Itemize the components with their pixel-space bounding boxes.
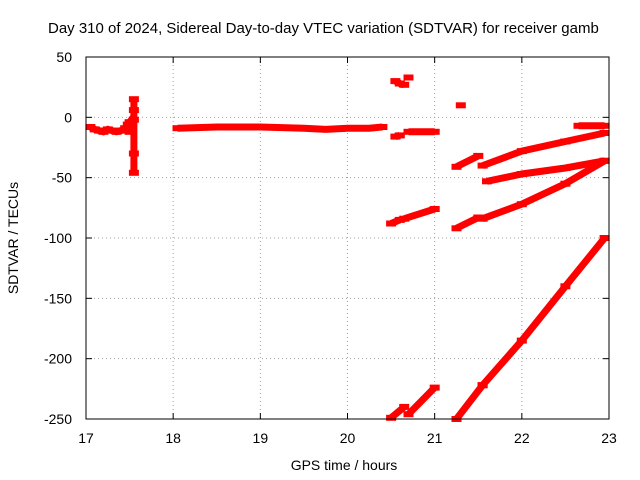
data-point	[429, 128, 440, 135]
data-point	[128, 150, 139, 157]
series-rise-b	[477, 129, 610, 169]
data-point	[211, 124, 222, 130]
series-cluster-a	[85, 111, 135, 136]
series-line	[486, 157, 606, 185]
y-tick-label: 0	[64, 109, 72, 125]
data-point	[599, 157, 610, 164]
data-point	[128, 116, 139, 123]
y-tick-label: -250	[44, 411, 72, 427]
series-line	[406, 385, 438, 417]
data-series	[85, 74, 610, 422]
data-point	[451, 225, 462, 232]
data-point	[516, 337, 527, 344]
data-point	[255, 124, 266, 130]
grid-lines	[86, 57, 609, 419]
data-point	[120, 125, 131, 132]
data-point	[394, 132, 405, 139]
data-point	[473, 214, 484, 221]
data-point	[482, 178, 492, 185]
data-point	[516, 171, 527, 177]
data-point	[573, 122, 584, 129]
series-rise-g	[451, 214, 484, 232]
series-flat-b	[573, 122, 610, 130]
y-tick-label: -50	[52, 170, 72, 186]
data-point	[560, 180, 571, 187]
plot-frame	[85, 56, 610, 420]
series-point-b	[455, 102, 466, 109]
chart-title: Day 310 of 2024, Sidereal Day-to-day VTE…	[48, 20, 599, 37]
data-point	[377, 124, 388, 130]
x-tick-label: 19	[253, 430, 269, 446]
data-point	[128, 96, 139, 103]
series-rise-a	[451, 152, 484, 170]
data-point	[477, 162, 488, 169]
data-point	[124, 128, 135, 135]
data-point	[403, 128, 414, 135]
series-line	[481, 129, 606, 169]
data-point	[403, 411, 414, 418]
x-tick-label: 20	[340, 430, 356, 446]
y-tick-labels: 50 0 -50 -100 -150 -200 -250	[44, 49, 72, 427]
series-short-a	[390, 132, 405, 140]
data-point	[399, 215, 410, 222]
data-point	[599, 235, 610, 241]
data-point	[320, 126, 331, 133]
series-steep-b	[403, 384, 440, 418]
series-steep-a	[386, 403, 410, 421]
x-tick-label: 23	[601, 430, 617, 446]
x-tick-label: 18	[165, 430, 181, 446]
data-point	[429, 384, 440, 391]
y-tick-label: -150	[44, 290, 72, 306]
series-band-a	[172, 123, 388, 133]
y-tick-label: -100	[44, 230, 72, 246]
series-rise-f	[399, 205, 440, 223]
data-point	[342, 125, 353, 132]
series-flat-a	[403, 128, 440, 136]
series-short-b	[390, 78, 410, 89]
series-line	[479, 235, 608, 388]
series-line	[403, 205, 436, 223]
data-point	[599, 122, 610, 129]
x-tick-label: 17	[78, 430, 94, 446]
data-point	[516, 201, 527, 208]
data-point	[128, 169, 139, 176]
data-point	[364, 125, 375, 132]
y-tick-label: -200	[44, 351, 72, 367]
y-tick-label: 50	[56, 49, 72, 65]
x-tick-label: 21	[427, 430, 443, 446]
data-point	[399, 81, 410, 88]
series-point-a	[403, 74, 414, 81]
data-point	[560, 138, 571, 145]
x-tick-labels: 17 18 19 20 21 22 23	[78, 430, 617, 446]
x-tick-label: 22	[514, 430, 530, 446]
series-line	[453, 383, 486, 422]
data-point	[455, 102, 466, 109]
series-steep-d	[477, 235, 610, 389]
data-point	[128, 107, 139, 114]
data-point	[386, 414, 397, 421]
data-point	[560, 283, 571, 290]
data-point	[560, 165, 571, 171]
data-point	[451, 163, 462, 170]
x-axis-label: GPS time / hours	[291, 457, 398, 473]
data-point	[172, 125, 183, 132]
series-rise-d	[477, 157, 610, 222]
data-point	[298, 125, 309, 132]
data-point	[399, 403, 410, 410]
series-line	[481, 157, 607, 222]
data-point	[473, 152, 484, 159]
data-point	[403, 74, 414, 81]
data-point	[477, 382, 488, 389]
data-point	[429, 206, 440, 212]
data-point	[386, 220, 397, 227]
y-axis-label: SDTVAR / TECUs	[5, 182, 21, 294]
series-spike-a	[128, 96, 139, 176]
data-point	[516, 148, 527, 155]
data-point	[599, 130, 610, 136]
